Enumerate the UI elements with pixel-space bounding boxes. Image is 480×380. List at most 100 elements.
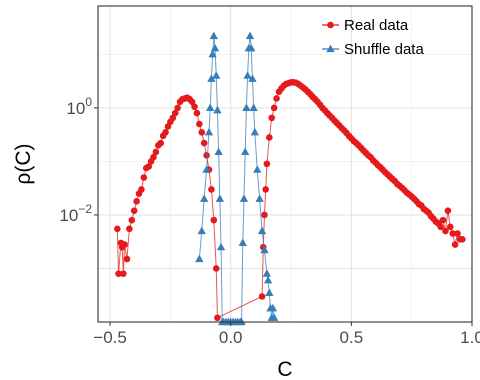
- data-point: [444, 207, 452, 214]
- data-point: [197, 226, 206, 235]
- data-point: [188, 98, 196, 106]
- data-point: [239, 194, 249, 202]
- legend-key-marker: [327, 21, 334, 29]
- data-point: [145, 163, 152, 170]
- data-point: [210, 216, 218, 224]
- data-point: [257, 226, 267, 235]
- data-point: [249, 103, 258, 111]
- legend-label: Real data: [344, 17, 409, 34]
- data-point: [171, 109, 179, 117]
- data-point: [253, 165, 262, 173]
- data-point: [248, 74, 257, 82]
- data-point: [196, 120, 203, 128]
- data-point: [130, 207, 138, 214]
- data-point: [212, 265, 220, 272]
- data-point: [114, 225, 121, 233]
- data-point: [203, 152, 210, 159]
- data-point: [260, 245, 269, 254]
- data-point: [115, 270, 122, 277]
- data-point: [439, 216, 447, 224]
- data-point: [442, 227, 449, 235]
- series-layer: [114, 31, 466, 326]
- data-point: [202, 165, 211, 173]
- y-axis-title: ρ(C): [12, 143, 35, 184]
- data-point: [446, 223, 454, 231]
- data-point: [268, 114, 276, 122]
- series-0: [114, 79, 466, 322]
- data-point: [133, 197, 140, 205]
- data-point: [206, 103, 215, 111]
- data-point: [150, 153, 157, 161]
- data-point: [152, 148, 160, 156]
- legend: Real data Shuffle data: [322, 17, 424, 58]
- panel-border: [97, 5, 473, 323]
- data-point: [121, 241, 128, 248]
- x-axis-title: C: [277, 358, 292, 380]
- data-point: [261, 211, 268, 219]
- data-point: [195, 254, 204, 263]
- data-point: [459, 236, 466, 243]
- data-point: [454, 230, 461, 237]
- data-point: [449, 230, 456, 237]
- x-tick-label: 1.0: [460, 328, 480, 347]
- data-point: [174, 104, 181, 112]
- y-tick-exponent: −2: [78, 202, 92, 216]
- data-point: [198, 128, 206, 136]
- data-point: [207, 74, 216, 82]
- data-point: [210, 43, 220, 52]
- data-point: [270, 104, 278, 112]
- data-point: [250, 127, 260, 136]
- x-tick-label: −0.5: [93, 328, 127, 347]
- data-point: [204, 127, 214, 136]
- data-point: [191, 103, 198, 111]
- data-point: [126, 225, 133, 233]
- legend-key-marker: [326, 44, 335, 53]
- data-point: [123, 255, 131, 263]
- data-point: [273, 95, 280, 102]
- data-point: [200, 139, 208, 147]
- data-point: [255, 194, 264, 202]
- data-point: [262, 269, 272, 277]
- y-tick-base: 10: [59, 206, 78, 225]
- data-point: [238, 238, 247, 247]
- data-point: [216, 242, 226, 251]
- data-point: [241, 147, 250, 156]
- data-point: [140, 174, 148, 181]
- y-tick-exponent: 0: [85, 95, 92, 109]
- data-point: [208, 186, 215, 193]
- y-tick-label: 10−2: [59, 202, 92, 225]
- data-point: [215, 194, 225, 202]
- data-point: [451, 241, 459, 248]
- data-point: [214, 147, 223, 156]
- y-tick-label: 100: [66, 95, 92, 118]
- data-point: [243, 71, 252, 79]
- x-tick-label: 0.5: [340, 328, 364, 347]
- data-point: [199, 194, 209, 202]
- data-point: [157, 139, 165, 147]
- data-point: [213, 105, 222, 114]
- data-point: [242, 103, 251, 111]
- data-point: [263, 275, 273, 284]
- data-point: [265, 288, 274, 296]
- data-point: [262, 186, 269, 193]
- data-point: [162, 128, 169, 136]
- data-point: [214, 314, 221, 322]
- series-1: [195, 31, 279, 326]
- x-tick-label: 0.0: [219, 328, 243, 347]
- data-point: [258, 293, 266, 300]
- data-point: [193, 109, 201, 117]
- data-point: [269, 313, 279, 321]
- data-point: [128, 216, 136, 224]
- data-point: [138, 186, 145, 193]
- legend-label: Shuffle data: [344, 41, 424, 58]
- data-point: [208, 49, 217, 58]
- data-point: [266, 134, 273, 141]
- y-tick-base: 10: [66, 99, 85, 118]
- data-point: [263, 160, 271, 168]
- data-point: [120, 270, 127, 277]
- data-point: [209, 31, 218, 40]
- data-point: [437, 223, 444, 231]
- data-point: [268, 303, 278, 312]
